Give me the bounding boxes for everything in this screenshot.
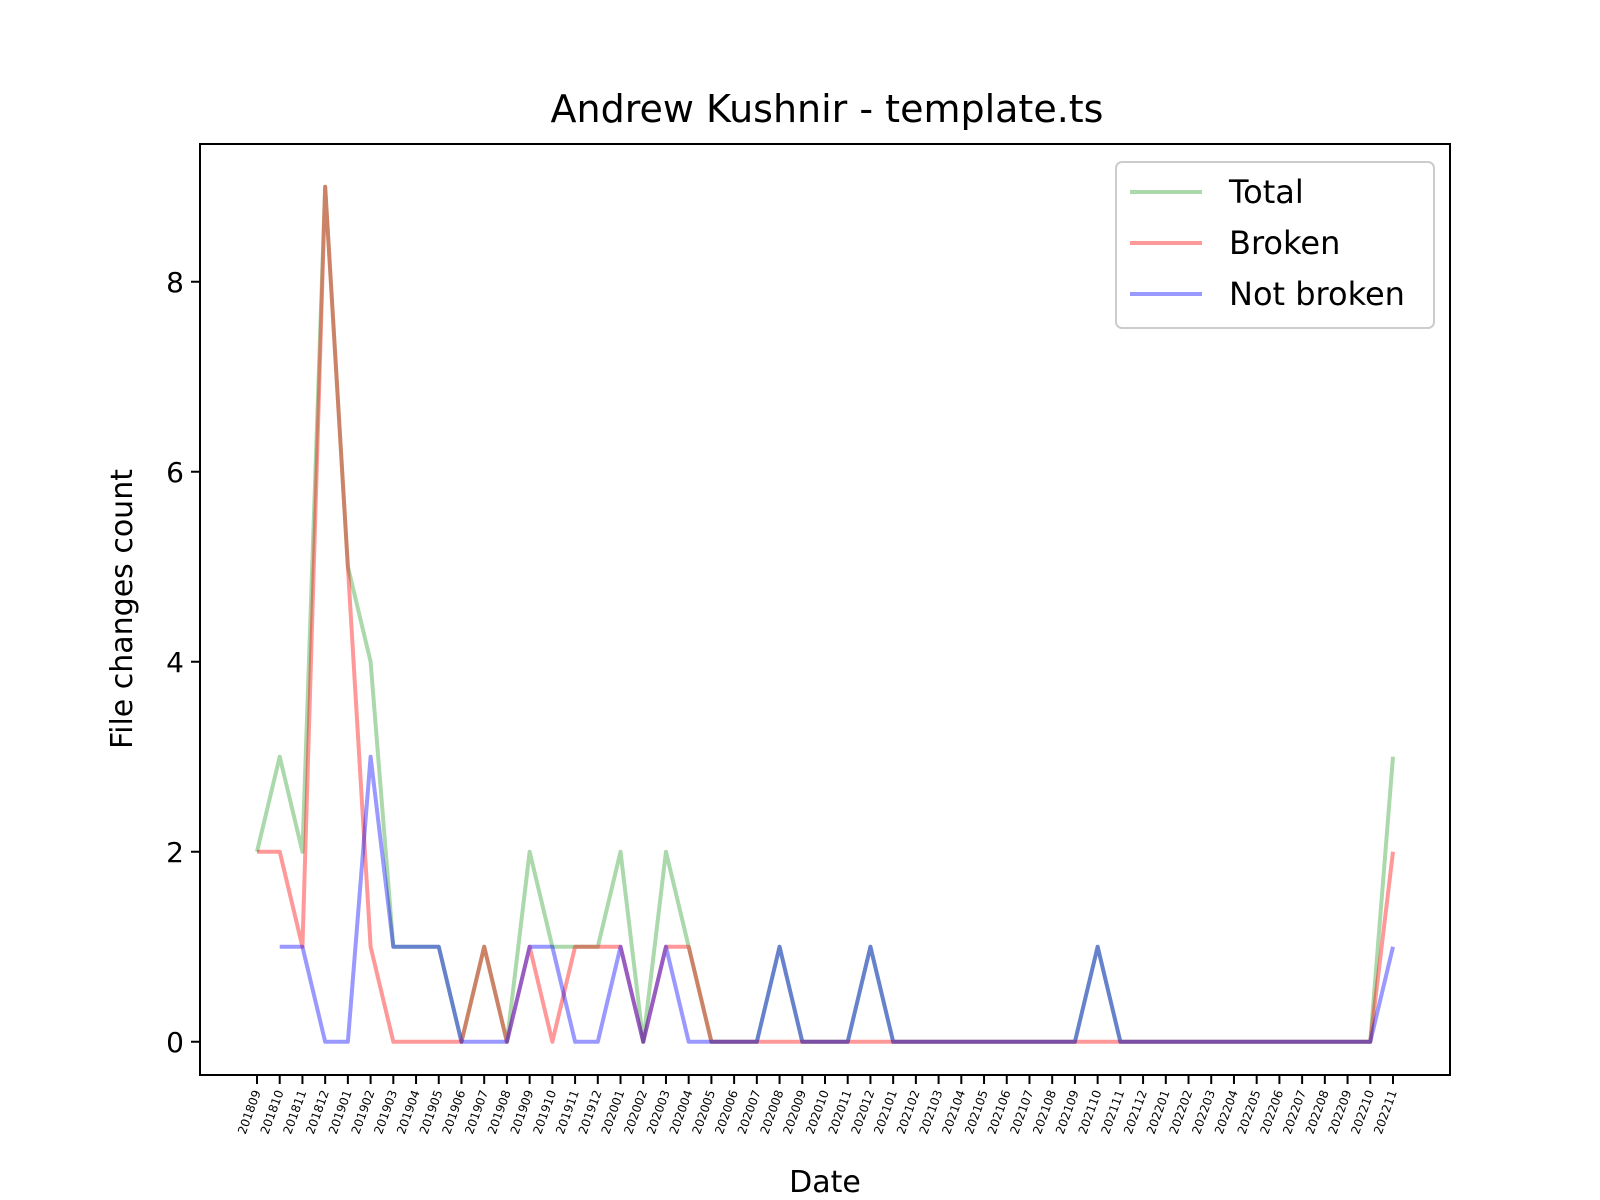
- legend-box: [1115, 161, 1435, 329]
- legend-label: Not broken: [1229, 275, 1405, 313]
- x-axis: 2018092018102018112018122019012019022019…: [235, 1075, 1400, 1136]
- legend-label: Broken: [1229, 224, 1340, 262]
- legend-label: Total: [1228, 173, 1304, 211]
- y-tick-label: 4: [166, 646, 184, 679]
- y-tick-label: 0: [166, 1026, 184, 1059]
- y-tick-label: 8: [166, 266, 184, 299]
- y-tick-label: 2: [166, 836, 184, 869]
- series-line-not-broken: [279, 754, 1395, 1044]
- series-line-total: [255, 184, 1395, 1044]
- x-axis-label: Date: [789, 1165, 861, 1200]
- y-tick-label: 6: [166, 456, 184, 489]
- chart-title: Andrew Kushnir - template.ts: [551, 87, 1104, 131]
- series-line-broken: [257, 184, 1395, 1044]
- y-axis: 0 2 4 6 8: [166, 266, 200, 1059]
- series-layer: [255, 184, 1395, 1044]
- legend: Total Broken Not broken: [1115, 161, 1435, 329]
- y-axis-label: File changes count: [105, 469, 140, 749]
